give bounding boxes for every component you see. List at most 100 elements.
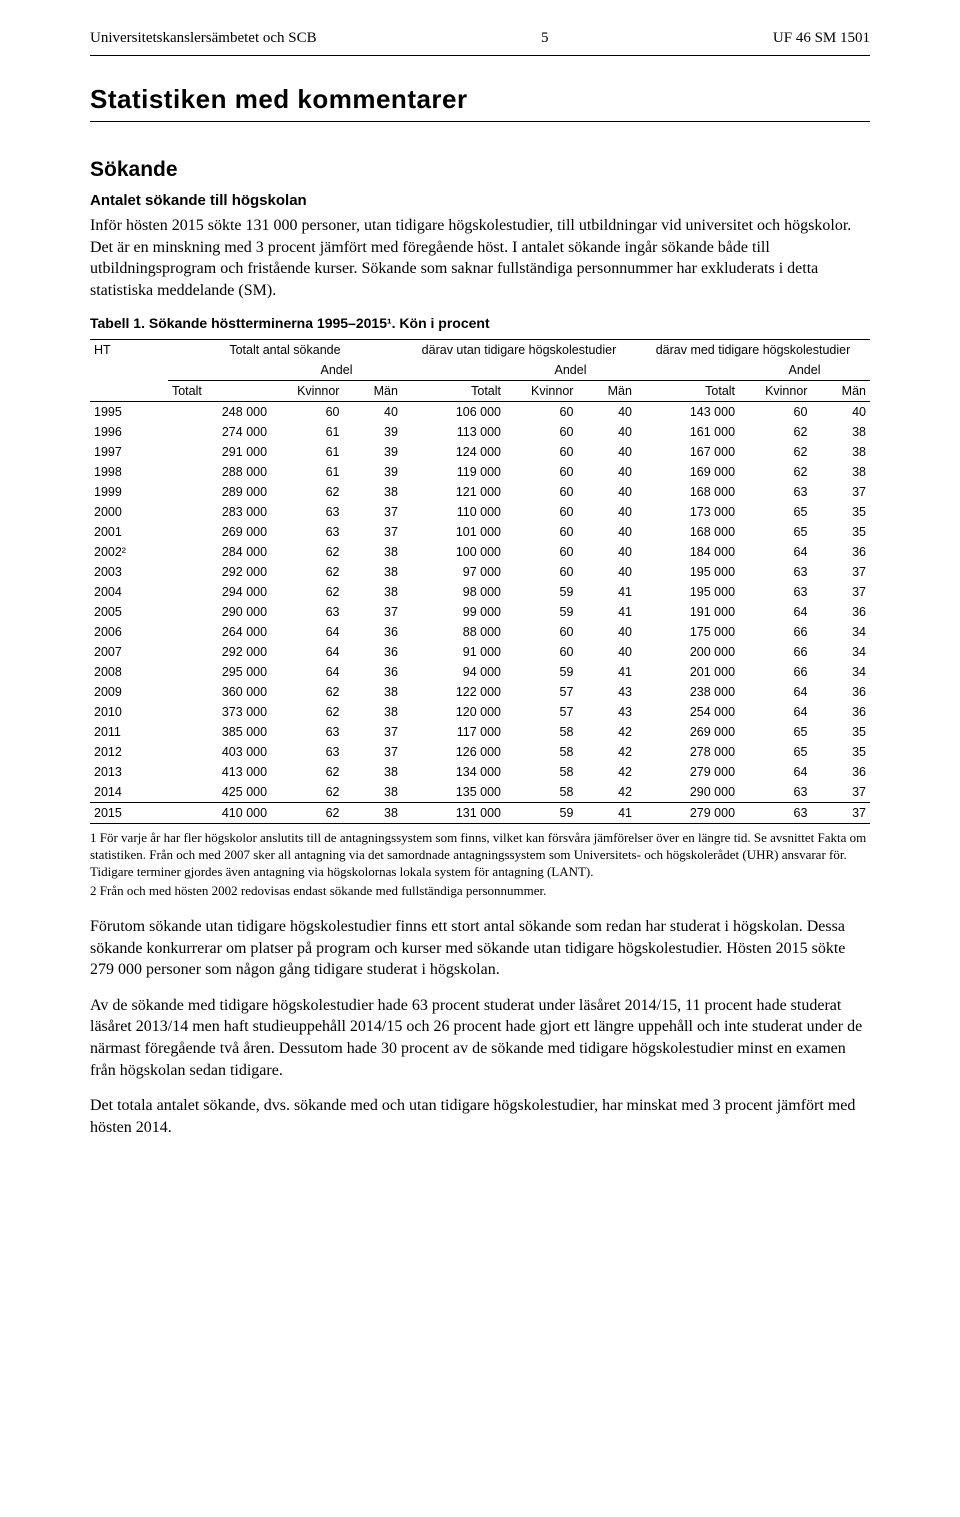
cell: 38	[343, 803, 401, 824]
cell: 65	[739, 522, 811, 542]
col-kvinnor-2: Kvinnor	[505, 381, 577, 402]
cell: 169 000	[636, 462, 739, 482]
col-totalt-1: Totalt	[168, 381, 271, 402]
cell: 64	[739, 702, 811, 722]
para-4: Det totala antalet sökande, dvs. sökande…	[90, 1095, 870, 1138]
cell: 37	[811, 782, 870, 803]
cell: 41	[577, 662, 636, 682]
table-row: 2005290 000633799 0005941191 0006436	[90, 602, 870, 622]
cell: 110 000	[402, 502, 505, 522]
andel-3: Andel	[739, 360, 870, 381]
cell: 1996	[90, 422, 168, 442]
para-2: Förutom sökande utan tidigare högskolest…	[90, 916, 870, 981]
table-row: 1995248 0006040106 0006040143 0006040	[90, 402, 870, 423]
cell: 37	[343, 522, 401, 542]
cell: 201 000	[636, 662, 739, 682]
table-row: 2013413 0006238134 0005842279 0006436	[90, 762, 870, 782]
section-rule	[90, 121, 870, 122]
cell: 91 000	[402, 642, 505, 662]
cell: 2002²	[90, 542, 168, 562]
header-rule	[90, 55, 870, 56]
cell: 373 000	[168, 702, 271, 722]
cell: 62	[271, 702, 343, 722]
cell: 60	[505, 542, 577, 562]
cell: 131 000	[402, 803, 505, 824]
cell: 2007	[90, 642, 168, 662]
cell: 57	[505, 702, 577, 722]
cell: 410 000	[168, 803, 271, 824]
col-kvinnor-3: Kvinnor	[739, 381, 811, 402]
cell: 184 000	[636, 542, 739, 562]
table-row: 2009360 0006238122 0005743238 0006436	[90, 682, 870, 702]
cell: 62	[739, 442, 811, 462]
cell: 274 000	[168, 422, 271, 442]
cell: 2004	[90, 582, 168, 602]
cell: 41	[577, 803, 636, 824]
cell: 38	[343, 482, 401, 502]
cell: 191 000	[636, 602, 739, 622]
cell: 62	[271, 542, 343, 562]
cell: 36	[343, 642, 401, 662]
cell: 57	[505, 682, 577, 702]
cell: 34	[811, 622, 870, 642]
cell: 61	[271, 422, 343, 442]
cell: 36	[811, 702, 870, 722]
table-row: 2004294 000623898 0005941195 0006337	[90, 582, 870, 602]
cell: 36	[811, 602, 870, 622]
cell: 2005	[90, 602, 168, 622]
cell: 42	[577, 782, 636, 803]
cell: 62	[271, 682, 343, 702]
cell: 94 000	[402, 662, 505, 682]
cell: 264 000	[168, 622, 271, 642]
footnote-1: 1 För varje år har fler högskolor anslut…	[90, 830, 870, 881]
cell: 38	[343, 582, 401, 602]
cell: 279 000	[636, 762, 739, 782]
cell: 288 000	[168, 462, 271, 482]
cell: 36	[343, 622, 401, 642]
cell: 175 000	[636, 622, 739, 642]
cell: 40	[577, 402, 636, 423]
cell: 2012	[90, 742, 168, 762]
cell: 1997	[90, 442, 168, 462]
cell: 58	[505, 762, 577, 782]
cell: 167 000	[636, 442, 739, 462]
cell: 200 000	[636, 642, 739, 662]
cell: 124 000	[402, 442, 505, 462]
cell: 195 000	[636, 562, 739, 582]
cell: 37	[811, 562, 870, 582]
table-row: 1997291 0006139124 0006040167 0006238	[90, 442, 870, 462]
cell: 64	[739, 762, 811, 782]
cell: 40	[577, 482, 636, 502]
cell: 35	[811, 722, 870, 742]
cell: 60	[505, 422, 577, 442]
cell: 62	[271, 762, 343, 782]
cell: 40	[343, 402, 401, 423]
para-heading: Antalet sökande till högskolan	[90, 192, 870, 209]
col-man-2: Män	[577, 381, 636, 402]
cell: 289 000	[168, 482, 271, 502]
cell: 64	[271, 642, 343, 662]
cell: 38	[343, 542, 401, 562]
cell: 413 000	[168, 762, 271, 782]
cell: 143 000	[636, 402, 739, 423]
col-man-3: Män	[811, 381, 870, 402]
cell: 35	[811, 742, 870, 762]
table-head: HT Totalt antal sökande därav utan tidig…	[90, 340, 870, 402]
spacer	[402, 360, 505, 381]
cell: 106 000	[402, 402, 505, 423]
cell: 1998	[90, 462, 168, 482]
cell: 62	[739, 462, 811, 482]
table-footnotes: 1 För varje år har fler högskolor anslut…	[90, 830, 870, 900]
cell: 134 000	[402, 762, 505, 782]
cell: 40	[577, 462, 636, 482]
cell: 101 000	[402, 522, 505, 542]
cell: 63	[739, 803, 811, 824]
cell: 37	[343, 722, 401, 742]
cell: 42	[577, 742, 636, 762]
cell: 60	[739, 402, 811, 423]
cell: 40	[577, 522, 636, 542]
cell: 38	[343, 682, 401, 702]
cell: 63	[271, 602, 343, 622]
cell: 36	[811, 762, 870, 782]
cell: 40	[577, 562, 636, 582]
